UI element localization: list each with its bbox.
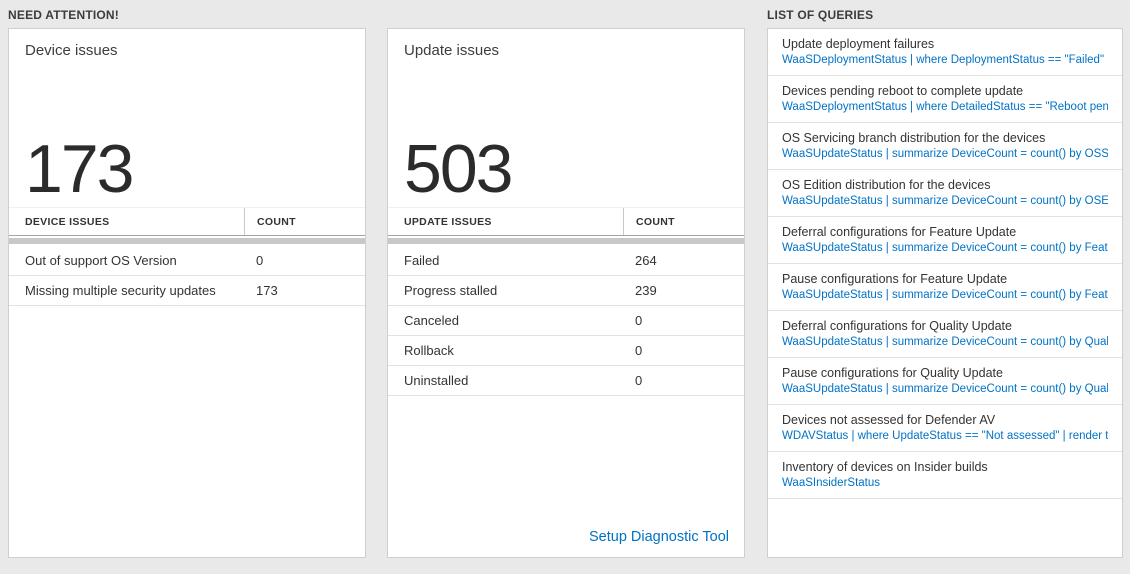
query-text: WaaSUpdateStatus | summarize DeviceCount… [782,242,1108,254]
query-list-item[interactable]: OS Edition distribution for the devices … [768,170,1122,217]
issue-count: 0 [256,253,264,268]
table-row[interactable]: Missing multiple security updates 173 [9,276,365,306]
device-issues-column-header: DEVICE ISSUES [25,215,110,228]
issue-count: 264 [635,253,657,268]
query-title: Pause configurations for Quality Update [782,366,1003,380]
update-issues-rows: Failed 264 Progress stalled 239 Canceled… [388,246,744,396]
issue-label: Failed [404,253,440,268]
issue-label: Missing multiple security updates [25,283,216,298]
table-row[interactable]: Canceled 0 [388,306,744,336]
query-title: OS Edition distribution for the devices [782,178,991,192]
device-table-header: DEVICE ISSUES COUNT [9,207,365,236]
query-text: WaaSUpdateStatus | summarize DeviceCount… [782,195,1108,207]
query-list-item[interactable]: OS Servicing branch distribution for the… [768,123,1122,170]
query-text: WaaSUpdateStatus | summarize DeviceCount… [782,148,1108,160]
device-issues-tile[interactable]: Device issues 173 DEVICE ISSUES COUNT Ou… [8,28,366,558]
query-text: WaaSDeploymentStatus | where DetailedSta… [782,101,1108,113]
query-title: Update deployment failures [782,37,935,51]
query-list-item[interactable]: Devices pending reboot to complete updat… [768,76,1122,123]
query-title: Deferral configurations for Feature Upda… [782,225,1017,239]
update-table-header: UPDATE ISSUES COUNT [388,207,744,236]
query-text: WaaSUpdateStatus | summarize DeviceCount… [782,289,1108,301]
issue-label: Uninstalled [404,373,469,388]
count-column-header: COUNT [623,208,744,235]
issue-count: 0 [635,373,643,388]
update-issues-column-header: UPDATE ISSUES [404,215,492,228]
list-of-queries-section: LIST OF QUERIES Update deployment failur… [767,6,1123,558]
query-text: WaaSInsiderStatus [782,477,881,489]
query-title: Devices not assessed for Defender AV [782,413,996,427]
query-list-item[interactable]: Update deployment failures WaaSDeploymen… [768,29,1122,76]
horizontal-scrollbar[interactable] [9,238,365,244]
query-title: Inventory of devices on Insider builds [782,460,988,474]
query-list-item[interactable]: Devices not assessed for Defender AV WDA… [768,405,1122,452]
query-text: WaaSUpdateStatus | summarize DeviceCount… [782,336,1108,348]
tiles-row: Device issues 173 DEVICE ISSUES COUNT Ou… [8,28,745,558]
issue-count: 0 [635,343,643,358]
query-text: WaaSUpdateStatus | summarize DeviceCount… [782,383,1108,395]
table-row[interactable]: Failed 264 [388,246,744,276]
query-title: Devices pending reboot to complete updat… [782,84,1024,98]
issue-label: Out of support OS Version [25,253,177,268]
update-issues-total: 503 [404,131,513,208]
table-row[interactable]: Out of support OS Version 0 [9,246,365,276]
need-attention-section: NEED ATTENTION! Device issues 173 DEVICE… [8,6,745,558]
issue-label: Progress stalled [404,283,498,298]
dashboard: NEED ATTENTION! Device issues 173 DEVICE… [8,6,1123,558]
list-of-queries-heading: LIST OF QUERIES [767,8,874,22]
query-list-item[interactable]: Inventory of devices on Insider builds W… [768,452,1122,499]
device-issues-total: 173 [25,131,134,208]
update-tile-title: Update issues [404,42,500,59]
need-attention-heading: NEED ATTENTION! [8,8,119,22]
query-list: Update deployment failures WaaSDeploymen… [767,28,1123,558]
query-text: WaaSDeploymentStatus | where DeploymentS… [782,54,1108,66]
device-issues-rows: Out of support OS Version 0 Missing mult… [9,246,365,306]
update-tile-head: Update issues 503 [388,29,744,207]
query-list-item[interactable]: Deferral configurations for Feature Upda… [768,217,1122,264]
horizontal-scrollbar[interactable] [388,238,744,244]
device-tile-head: Device issues 173 [9,29,365,207]
query-list-item[interactable]: Deferral configurations for Quality Upda… [768,311,1122,358]
query-title: Pause configurations for Feature Update [782,272,1008,286]
update-issues-tile[interactable]: Update issues 503 UPDATE ISSUES COUNT Fa… [387,28,745,558]
query-list-item[interactable]: Pause configurations for Feature Update … [768,264,1122,311]
issue-count: 239 [635,283,657,298]
count-column-header: COUNT [244,208,365,235]
query-title: OS Servicing branch distribution for the… [782,131,1046,145]
table-row[interactable]: Progress stalled 239 [388,276,744,306]
query-title: Deferral configurations for Quality Upda… [782,319,1012,333]
table-row[interactable]: Rollback 0 [388,336,744,366]
issue-count: 173 [256,283,278,298]
table-row[interactable]: Uninstalled 0 [388,366,744,396]
query-list-item[interactable]: Pause configurations for Quality Update … [768,358,1122,405]
issue-count: 0 [635,313,643,328]
issue-label: Canceled [404,313,459,328]
setup-diagnostic-tool-link[interactable]: Setup Diagnostic Tool [589,529,729,545]
issue-label: Rollback [404,343,454,358]
device-tile-title: Device issues [25,42,118,59]
query-text: WDAVStatus | where UpdateStatus == "Not … [782,430,1108,442]
